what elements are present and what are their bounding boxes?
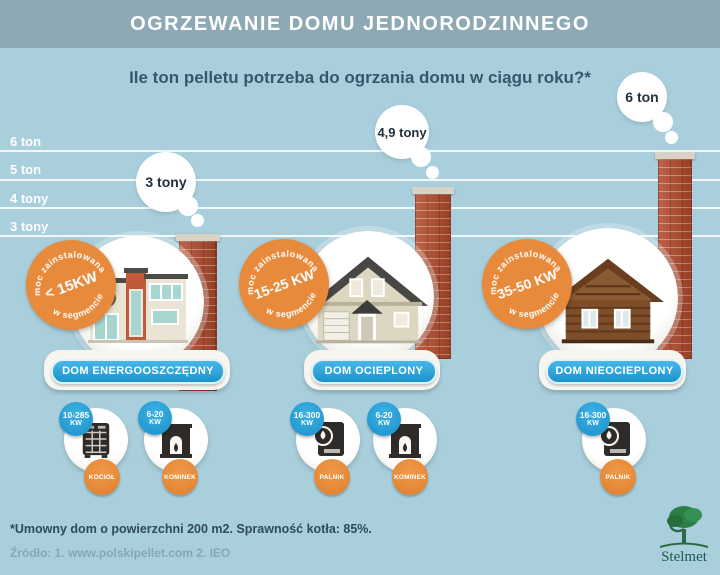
bubble-puff bbox=[653, 112, 673, 132]
gridline-5ton bbox=[0, 179, 720, 181]
subtitle: Ile ton pelletu potrzeba do ogrzania dom… bbox=[129, 68, 591, 87]
axis-tick-label: 5 ton bbox=[10, 162, 42, 177]
appliance-name-badge: KOMINEK bbox=[392, 459, 428, 495]
bubble-puff bbox=[665, 131, 678, 144]
tree-icon bbox=[659, 506, 709, 548]
power-badge: 6-20 KW bbox=[138, 401, 172, 435]
power-badge: 16-300 KW bbox=[290, 402, 324, 436]
bubble-puff bbox=[426, 166, 439, 179]
appliance-name-badge: KOMINEK bbox=[162, 459, 198, 495]
chimney-cap bbox=[176, 234, 220, 241]
power-value: 6-20 bbox=[146, 408, 164, 419]
power-stamp-2: moc zainstalowana 15-25 KW w segmencie bbox=[225, 225, 343, 343]
footnote: *Umowny dom o powierzchni 200 m2. Sprawn… bbox=[10, 522, 372, 536]
power-stamp-graphic: moc zainstalowana 15-25 KW w segmencie bbox=[234, 237, 329, 329]
log-cabin-illustration bbox=[551, 258, 665, 344]
axis-tick-label: 6 ton bbox=[10, 134, 42, 149]
power-stamp-1: moc zainstalowana < 15KW w segmencie bbox=[12, 226, 130, 344]
axis-tick-label: 4 tony bbox=[10, 191, 49, 206]
burner-icon bbox=[313, 422, 344, 456]
insulated-house-illustration bbox=[307, 256, 429, 344]
power-stamp-graphic: moc zainstalowana 35-50 KW w segmencie bbox=[477, 237, 572, 329]
house-label-pill-1: DOM ENERGOOSZCZĘDNY bbox=[51, 359, 225, 384]
bubble-puff bbox=[178, 196, 198, 216]
power-value: 10-285 bbox=[62, 409, 90, 420]
house-label-pill-2: DOM OCIEPLONY bbox=[311, 359, 437, 384]
chimney-cap bbox=[655, 152, 695, 159]
thought-bubble-2: 4,9 tony bbox=[375, 105, 429, 159]
appliance-name-badge: PALNIK bbox=[600, 459, 636, 495]
power-stamp-graphic: moc zainstalowana < 15KW w segmencie bbox=[21, 238, 116, 330]
power-value: 16-300 bbox=[293, 409, 321, 420]
appliance-name-badge: PALNIK bbox=[314, 459, 350, 495]
power-badge: 10-285 KW bbox=[59, 402, 93, 436]
power-badge: 16-300 KW bbox=[576, 402, 610, 436]
gridline-6ton bbox=[0, 150, 720, 152]
gridline-4tony bbox=[0, 207, 720, 209]
stelmet-logo: Stelmet bbox=[648, 503, 720, 566]
source-note: Źródło: 1. www.polskipellet.com 2. IEO bbox=[10, 546, 231, 560]
appliance-name-badge: KOCIOŁ bbox=[84, 459, 120, 495]
house-label-pill-3: DOM NIEOCIEPLONY bbox=[546, 359, 683, 384]
axis-tick-label: 3 tony bbox=[10, 219, 49, 234]
power-unit: KW bbox=[301, 419, 313, 427]
power-stamp-3: moc zainstalowana 35-50 KW w segmencie bbox=[468, 225, 586, 343]
power-unit: KW bbox=[587, 419, 599, 427]
power-badge: 6-20 KW bbox=[367, 402, 401, 436]
bubble-puff bbox=[411, 147, 431, 167]
power-value: 6-20 bbox=[375, 409, 393, 420]
chimney-cap bbox=[412, 187, 454, 194]
page-title: OGRZEWANIE DOMU JEDNORODZINNEGO bbox=[130, 13, 590, 35]
boiler-icon bbox=[82, 423, 110, 458]
power-unit: KW bbox=[70, 419, 82, 427]
fireplace-icon bbox=[160, 424, 192, 458]
fireplace-icon bbox=[389, 424, 421, 458]
brand-name: Stelmet bbox=[661, 549, 707, 565]
power-value: 16-300 bbox=[579, 409, 607, 420]
header-bar: OGRZEWANIE DOMU JEDNORODZINNEGO bbox=[0, 0, 720, 48]
bubble-puff bbox=[191, 214, 204, 227]
power-unit: KW bbox=[149, 418, 161, 426]
power-unit: KW bbox=[378, 419, 390, 427]
